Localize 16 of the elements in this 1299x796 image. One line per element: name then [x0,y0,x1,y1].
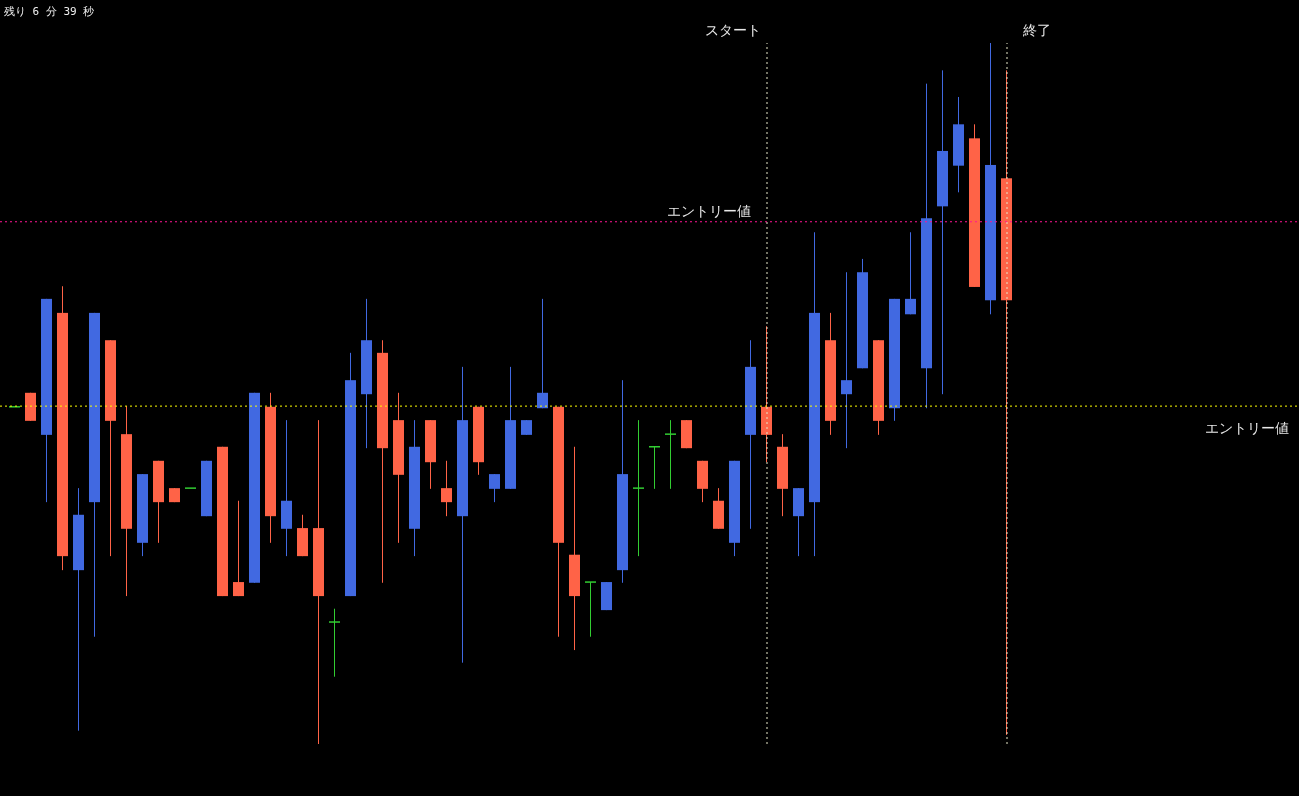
candlestick [664,419,677,490]
candlestick [537,298,548,409]
candlestick [632,419,645,557]
candlestick [841,271,852,449]
candlestick [648,446,661,490]
text: 終了 [1022,22,1051,38]
candlestick [328,608,341,678]
candlestick [584,581,597,638]
candlestick [233,500,244,597]
text: スタート [705,22,761,38]
ref-line-label: エントリー値 [667,202,751,219]
ref-line-label: エントリー値 [1205,420,1289,437]
candlestick [441,460,452,517]
candlestick [489,473,500,503]
candlestick [905,231,916,315]
text: 残り 6 分 39 秒 [4,4,95,19]
